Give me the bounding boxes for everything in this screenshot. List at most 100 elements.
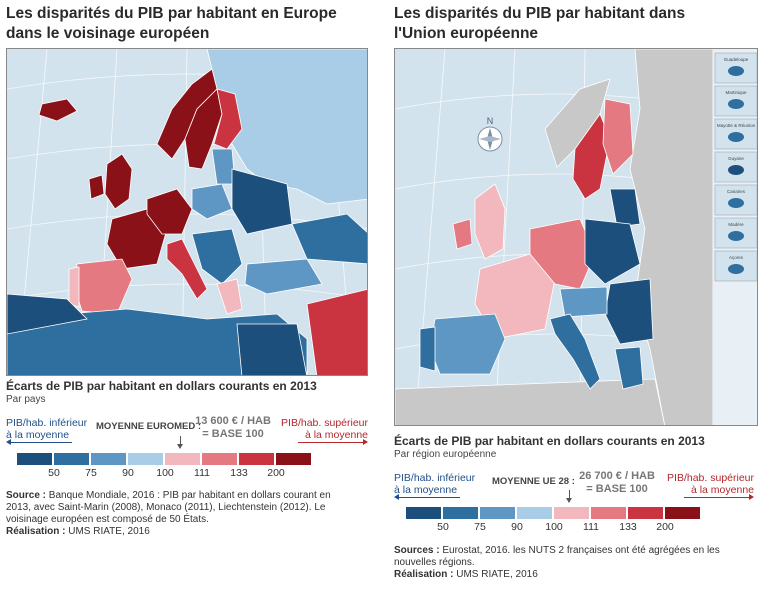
- left-scale-swatch-7: [276, 453, 311, 465]
- panel-europe-neighbourhood: Les disparités du PIB par habitant en Eu…: [0, 0, 380, 590]
- right-inferior-label: PIB/hab. inférieur à la moyenne: [394, 472, 475, 496]
- right-color-scale: [406, 507, 700, 519]
- left-moyenne-label: MOYENNE EUROMED :: [96, 421, 202, 432]
- compass-icon: N: [477, 116, 503, 152]
- left-source: Source : Banque Mondiale, 2016 : PIB par…: [6, 490, 350, 538]
- region-sweden: [184, 88, 223, 170]
- right-scale-tick-0: 50: [437, 521, 449, 533]
- left-scale-swatch-6: [239, 453, 274, 465]
- left-scale-tick-5: 133: [230, 467, 248, 479]
- right-superior-arrow: [684, 494, 754, 500]
- inset-6: Açores: [714, 250, 757, 282]
- left-scale-swatch-5: [202, 453, 237, 465]
- compass-north: N: [487, 116, 494, 126]
- inset-label-5: Madère: [728, 222, 744, 227]
- region-iceland: [38, 98, 78, 122]
- region-ireland: [452, 218, 473, 250]
- region-uk: [104, 153, 133, 210]
- left-scale-swatch-1: [54, 453, 89, 465]
- inset-label-4: Canaries: [727, 189, 746, 194]
- inset-5: Madère: [714, 217, 757, 249]
- region-greece: [614, 346, 644, 390]
- right-scale-tick-1: 75: [474, 521, 486, 533]
- right-scale-swatch-3: [517, 507, 552, 519]
- region-portugal: [419, 326, 436, 372]
- region-sweden: [572, 113, 611, 200]
- right-source-label: Sources :: [394, 545, 440, 556]
- inset-3: Guyane: [714, 151, 757, 183]
- right-legend-sub: Par région européenne: [394, 449, 497, 460]
- left-scale-tick-4: 111: [194, 467, 210, 479]
- inset-2: Mayotte & Réunion: [714, 118, 757, 150]
- right-title: Les disparités du PIB par habitant dans …: [394, 5, 686, 42]
- left-base-arrow: [177, 436, 183, 449]
- right-scale-swatch-6: [628, 507, 663, 519]
- left-map: [6, 48, 368, 376]
- left-realisation-text: UMS RIATE, 2016: [65, 526, 150, 537]
- right-scale-swatch-5: [591, 507, 626, 519]
- right-scale-tick-2: 90: [511, 521, 523, 533]
- inset-label-6: Açores: [729, 255, 744, 260]
- left-source-label: Source :: [6, 490, 47, 501]
- left-moyenne-value-2: = BASE 100: [202, 428, 264, 440]
- left-legend-title: Écarts de PIB par habitant en dollars co…: [6, 379, 317, 393]
- right-scale-swatch-4: [554, 507, 589, 519]
- left-inferior-label: PIB/hab. inférieur à la moyenne: [6, 417, 87, 441]
- region-spain: [429, 313, 506, 375]
- region-baltics: [609, 188, 641, 228]
- region-turkey: [244, 258, 323, 295]
- right-scale-tick-6: 200: [656, 521, 674, 533]
- right-scale-tick-4: 111: [583, 521, 599, 533]
- region-austria-hu: [559, 286, 608, 318]
- right-scale-swatch-2: [480, 507, 515, 519]
- right-realisation-label: Réalisation :: [394, 569, 454, 580]
- region-poland: [191, 183, 233, 220]
- left-inferior-arrow: [6, 439, 72, 445]
- right-scale-tick-5: 133: [619, 521, 637, 533]
- left-scale-swatch-3: [128, 453, 163, 465]
- left-scale-swatch-0: [17, 453, 52, 465]
- left-moyenne-value-1: 13 600 € / HAB: [195, 415, 271, 427]
- right-moyenne-label: MOYENNE UE 28 :: [492, 476, 575, 487]
- right-inferior-arrow: [394, 494, 460, 500]
- right-source-text: Eurostat, 2016. les NUTS 2 françaises on…: [394, 545, 720, 568]
- right-scale-tick-3: 100: [545, 521, 563, 533]
- left-inferior-text: PIB/hab. inférieur à la moyenne: [6, 417, 88, 441]
- right-base-arrow: [566, 490, 572, 503]
- left-scale-tick-3: 100: [156, 467, 174, 479]
- region-germany: [146, 188, 193, 235]
- left-map-svg: [7, 49, 367, 375]
- region-portugal: [68, 266, 80, 308]
- left-source-text: Banque Mondiale, 2016 : PIB par habitant…: [6, 490, 331, 525]
- right-scale-swatch-1: [443, 507, 478, 519]
- region-egypt: [236, 323, 308, 375]
- region-italy: [549, 313, 601, 390]
- region-gulf: [306, 289, 367, 375]
- right-superior-text: PIB/hab. supérieur à la moyenne: [667, 472, 754, 496]
- overseas-insets: Guadeloupe Martinique Mayotte & Réunion Guy…: [713, 49, 757, 425]
- left-scale-swatch-2: [91, 453, 126, 465]
- left-scale-tick-2: 90: [122, 467, 134, 479]
- left-scale-ticks: 50 75 90 100 111 133 200: [17, 467, 337, 481]
- inset-label-0: Guadeloupe: [724, 57, 749, 62]
- region-ireland: [88, 174, 105, 200]
- inset-4: Canaries: [714, 184, 757, 216]
- right-superior-label: PIB/hab. supérieur à la moyenne: [650, 472, 754, 496]
- right-map: N Guadeloupe Martinique Mayotte & Réunion G…: [394, 48, 758, 426]
- region-caucasus: [291, 213, 367, 265]
- region-italy: [166, 238, 208, 300]
- inset-label-2: Mayotte & Réunion: [717, 123, 756, 128]
- region-balkans: [191, 228, 243, 285]
- right-scale-swatch-7: [665, 507, 700, 519]
- left-realisation-label: Réalisation :: [6, 526, 66, 537]
- right-realisation-text: UMS RIATE, 2016: [453, 569, 538, 580]
- inset-1: Martinique: [714, 85, 757, 117]
- region-west-sahara: [7, 293, 88, 335]
- left-scale-swatch-4: [165, 453, 200, 465]
- region-finland: [602, 98, 634, 175]
- right-legend-title: Écarts de PIB par habitant en dollars co…: [394, 434, 705, 448]
- inset-label-1: Martinique: [725, 90, 747, 95]
- left-title: Les disparités du PIB par habitant en Eu…: [6, 5, 337, 42]
- left-scale-tick-1: 75: [85, 467, 97, 479]
- inset-0: Guadeloupe: [714, 52, 757, 84]
